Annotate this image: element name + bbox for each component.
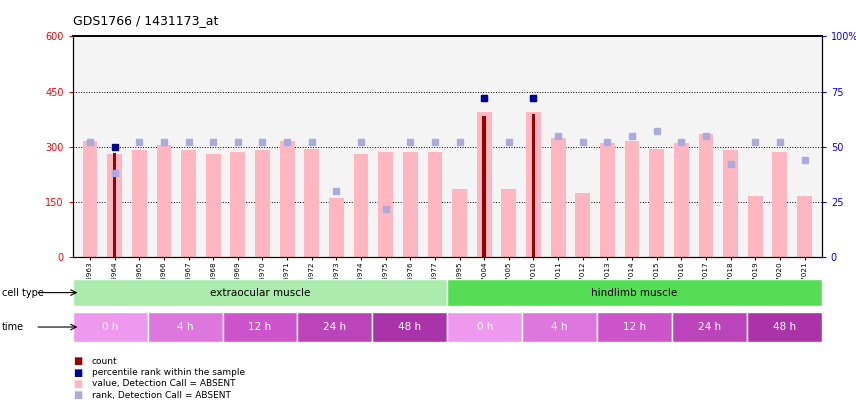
Bar xyxy=(477,112,491,257)
Text: ■: ■ xyxy=(73,368,82,377)
Text: 4 h: 4 h xyxy=(551,322,568,332)
Bar xyxy=(550,138,566,257)
Bar xyxy=(83,141,98,257)
Bar xyxy=(378,152,393,257)
Bar xyxy=(452,189,467,257)
Bar xyxy=(107,154,122,257)
Text: 12 h: 12 h xyxy=(623,322,646,332)
Text: ■: ■ xyxy=(73,356,82,366)
Bar xyxy=(147,312,223,342)
Bar xyxy=(575,193,590,257)
Bar xyxy=(73,279,447,306)
Text: count: count xyxy=(92,357,117,366)
Bar xyxy=(372,312,447,342)
Text: value, Detection Call = ABSENT: value, Detection Call = ABSENT xyxy=(92,379,235,388)
Bar xyxy=(113,153,116,257)
Text: hindlimb muscle: hindlimb muscle xyxy=(591,288,678,298)
Bar xyxy=(625,141,639,257)
Bar xyxy=(73,312,147,342)
Bar xyxy=(746,312,822,342)
Bar xyxy=(329,198,344,257)
Bar xyxy=(223,312,298,342)
Bar xyxy=(403,152,418,257)
Text: 48 h: 48 h xyxy=(773,322,796,332)
Bar xyxy=(305,149,319,257)
Bar xyxy=(427,152,443,257)
Bar xyxy=(132,151,146,257)
Bar xyxy=(772,152,788,257)
Text: 12 h: 12 h xyxy=(248,322,271,332)
Bar xyxy=(354,154,368,257)
Bar xyxy=(723,151,738,257)
Text: rank, Detection Call = ABSENT: rank, Detection Call = ABSENT xyxy=(92,391,230,400)
Bar xyxy=(797,196,811,257)
Text: 0 h: 0 h xyxy=(477,322,493,332)
Text: 24 h: 24 h xyxy=(698,322,721,332)
Bar xyxy=(526,112,541,257)
Text: GDS1766 / 1431173_at: GDS1766 / 1431173_at xyxy=(73,14,218,27)
Bar xyxy=(600,143,615,257)
Bar xyxy=(650,149,664,257)
Bar xyxy=(255,151,270,257)
Bar xyxy=(483,115,486,257)
Bar xyxy=(230,152,245,257)
Text: 48 h: 48 h xyxy=(398,322,421,332)
Bar xyxy=(280,141,294,257)
Bar xyxy=(532,114,535,257)
Text: extraocular muscle: extraocular muscle xyxy=(210,288,310,298)
Bar xyxy=(157,145,171,257)
Bar xyxy=(447,279,822,306)
Text: 0 h: 0 h xyxy=(102,322,118,332)
Text: 4 h: 4 h xyxy=(177,322,193,332)
Bar xyxy=(698,134,713,257)
Text: cell type: cell type xyxy=(2,288,44,298)
Bar xyxy=(748,196,763,257)
Text: 24 h: 24 h xyxy=(324,322,347,332)
Text: percentile rank within the sample: percentile rank within the sample xyxy=(92,368,245,377)
Bar xyxy=(502,189,516,257)
Bar xyxy=(298,312,372,342)
Text: time: time xyxy=(2,322,24,332)
Bar xyxy=(205,154,221,257)
Text: ■: ■ xyxy=(73,379,82,389)
Bar xyxy=(674,143,689,257)
Bar xyxy=(522,312,597,342)
Bar xyxy=(447,312,522,342)
Bar xyxy=(597,312,672,342)
Text: ■: ■ xyxy=(73,390,82,400)
Bar xyxy=(672,312,746,342)
Bar xyxy=(181,151,196,257)
